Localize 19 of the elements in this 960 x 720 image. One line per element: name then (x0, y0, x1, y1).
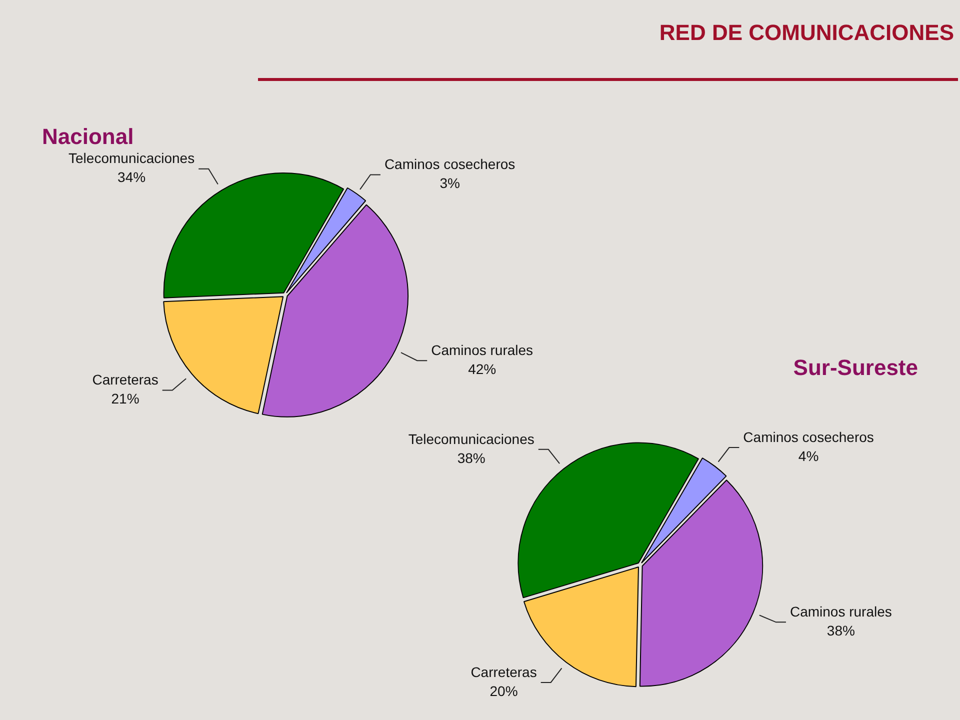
slice-label: Carreteras (92, 372, 158, 388)
data-label: 38% (826, 622, 855, 639)
data-label: 3% (440, 175, 460, 192)
data-label: 4% (798, 448, 819, 464)
slice-label: Caminos rurales (431, 342, 534, 358)
slice-label: Carreteras (470, 664, 537, 680)
data-label: 21% (111, 390, 140, 407)
data-label: 42% (468, 360, 496, 377)
data-label: 34% (118, 169, 146, 186)
slice-label: Telecomunicaciones (68, 150, 195, 166)
data-label: 38% (457, 450, 486, 466)
slice-label: Telecomunicaciones (408, 430, 534, 447)
chart-title: Nacional (42, 124, 134, 150)
text: RED DE COMUNICACIONES (659, 20, 954, 46)
data-label: 20% (490, 682, 518, 699)
slice-label: Caminos cosecheros (743, 428, 874, 445)
chart-title: Sur-Sureste (793, 355, 918, 381)
slice-label: Caminos rurales (790, 604, 892, 620)
slice-label: Caminos cosecheros (384, 156, 516, 172)
